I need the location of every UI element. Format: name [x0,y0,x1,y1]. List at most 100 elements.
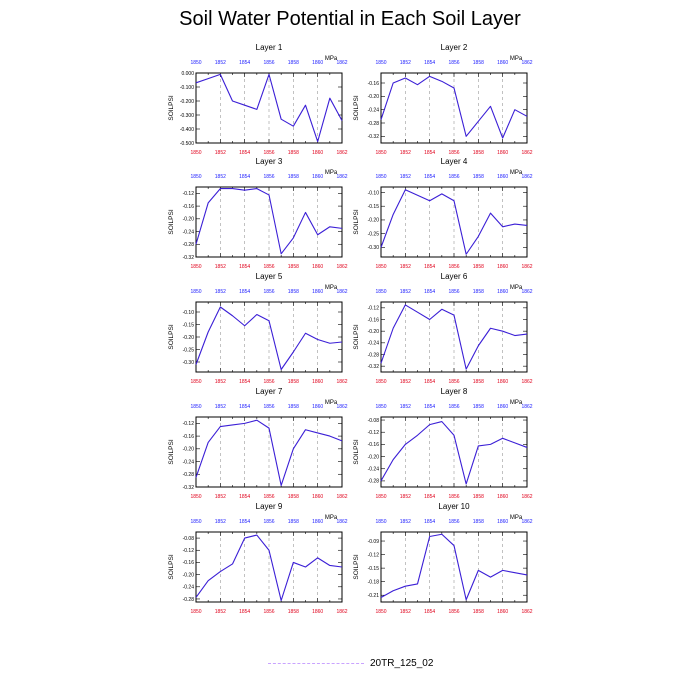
panel-2: Layer 2 MPa 1850 1850 1852 1852 1854 1854 1856 18… [353,43,533,156]
y-tick-label: -0.12 [183,421,195,427]
units-label: MPa [510,400,523,406]
panel-6: Layer 6 MPa 1850 1850 1852 1852 1854 1854 1856 18… [353,272,533,385]
y-tick-label: -0.21 [368,593,380,599]
x-tick-label-bottom: 1852 [400,379,411,385]
x-tick-label-bottom: 1856 [263,264,274,270]
x-tick-label-bottom: 1852 [215,264,226,270]
page-title: Soil Water Potential in Each Soil Layer [179,8,521,30]
x-tick-label-top: 1850 [375,289,386,295]
x-tick-label-top: 1854 [239,404,250,410]
x-tick-label-top: 1856 [448,519,459,525]
units-label: MPa [325,56,338,62]
x-tick-label-top: 1854 [424,519,435,525]
x-tick-label-top: 1854 [424,289,435,295]
x-tick-label-top: 1858 [473,60,484,66]
x-tick-label-top: 1850 [190,519,201,525]
x-tick-label-bottom: 1858 [473,150,484,156]
x-tick-label-bottom: 1860 [497,494,508,500]
x-tick-label-bottom: 1854 [239,379,250,385]
x-tick-label-bottom: 1850 [190,494,201,500]
y-tick-label: -0.28 [368,352,380,358]
x-tick-label-bottom: 1858 [288,264,299,270]
y-tick-label: -0.28 [183,597,195,603]
x-tick-label-bottom: 1862 [336,264,347,270]
x-tick-label-bottom: 1862 [521,150,532,156]
panel-title: Layer 7 [256,387,283,396]
x-tick-label-bottom: 1850 [190,609,201,615]
y-tick-label: -0.32 [368,364,380,370]
x-tick-label-top: 1858 [473,289,484,295]
x-tick-label-top: 1860 [497,60,508,66]
x-tick-label-top: 1858 [473,174,484,180]
x-tick-label-top: 1854 [424,404,435,410]
x-tick-label-top: 1856 [263,404,274,410]
y-tick-label: -0.15 [183,322,195,328]
x-tick-label-top: 1860 [497,289,508,295]
legend: 20TR_125_02 [268,655,433,671]
y-tick-label: -0.24 [183,585,195,591]
panel-9: Layer 9 MPa 1850 1850 1852 1852 1854 1854 1856 18… [168,502,348,615]
x-tick-label-bottom: 1858 [288,379,299,385]
y-tick-label: -0.32 [183,485,195,491]
x-tick-label-bottom: 1850 [375,379,386,385]
x-tick-label-bottom: 1852 [400,494,411,500]
x-tick-label-bottom: 1860 [312,150,323,156]
x-tick-label-top: 1862 [521,404,532,410]
units-label: MPa [325,170,338,176]
x-tick-label-top: 1858 [288,60,299,66]
x-tick-label-bottom: 1860 [312,494,323,500]
series-line [380,75,528,139]
x-tick-label-top: 1852 [215,60,226,66]
y-axis-label: SOILPSI [353,554,360,579]
y-axis-label: SOILPSI [168,439,175,464]
y-tick-label: -0.12 [183,191,195,197]
y-axis-label: SOILPSI [168,95,175,120]
y-tick-label: -0.24 [368,341,380,347]
x-tick-label-bottom: 1852 [215,150,226,156]
x-tick-label-bottom: 1860 [497,609,508,615]
x-tick-label-top: 1862 [336,519,347,525]
x-tick-label-bottom: 1852 [215,494,226,500]
plot-frame [380,301,528,373]
series-line [380,421,528,485]
y-tick-label: -0.30 [368,245,380,251]
y-tick-label: -0.16 [368,81,380,87]
x-tick-label-bottom: 1852 [400,264,411,270]
x-tick-label-bottom: 1858 [473,494,484,500]
y-tick-label: -0.300 [180,113,194,119]
y-tick-label: -0.20 [183,217,195,223]
x-tick-label-bottom: 1858 [288,494,299,500]
y-tick-label: -0.20 [183,447,195,453]
x-tick-label-top: 1850 [375,60,386,66]
x-tick-label-top: 1862 [521,60,532,66]
y-tick-label: -0.25 [183,347,195,353]
x-tick-label-bottom: 1858 [473,609,484,615]
x-tick-label-top: 1862 [336,60,347,66]
x-tick-label-top: 1850 [375,404,386,410]
panel-title: Layer 2 [441,43,468,52]
panel-7: Layer 7 MPa 1850 1850 1852 1852 1854 1854 1856 18… [168,387,348,500]
y-tick-label: -0.12 [368,430,380,436]
panel-title: Layer 6 [441,272,468,281]
x-tick-label-top: 1852 [215,519,226,525]
x-tick-label-top: 1860 [497,404,508,410]
x-tick-label-top: 1852 [400,289,411,295]
panel-10: Layer 10 MPa 1850 1850 1852 1852 1854 1854 1856 1… [353,502,533,615]
x-tick-label-bottom: 1856 [448,494,459,500]
x-tick-label-bottom: 1858 [473,379,484,385]
units-label: MPa [325,400,338,406]
y-tick-label: -0.15 [368,566,380,572]
x-tick-label-top: 1856 [263,174,274,180]
x-tick-label-top: 1858 [288,174,299,180]
x-tick-label-top: 1862 [521,174,532,180]
x-tick-label-top: 1860 [497,174,508,180]
x-tick-label-bottom: 1860 [497,379,508,385]
x-tick-label-top: 1852 [215,289,226,295]
x-tick-label-top: 1850 [190,60,201,66]
y-axis-label: SOILPSI [168,324,175,349]
y-tick-label: -0.16 [183,204,195,210]
series-line [195,534,343,602]
y-tick-label: -0.100 [180,85,194,91]
x-tick-label-bottom: 1860 [497,264,508,270]
